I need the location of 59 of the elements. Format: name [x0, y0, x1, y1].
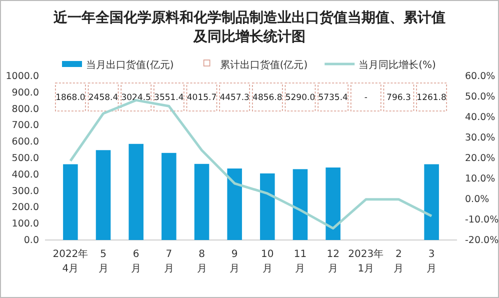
bar: [424, 164, 439, 240]
x-tick-label: 11 月: [294, 249, 307, 275]
text: 2458.4: [88, 93, 118, 103]
x-tick-label: 5 月: [98, 249, 108, 275]
x-tick-label: 10 月: [261, 249, 274, 275]
y-tick-label: 800.0: [12, 104, 39, 115]
x-tick-label: 12 月: [326, 249, 340, 275]
bar: [260, 173, 275, 240]
line-series: [69, 98, 433, 230]
y-tick-label: 0.0: [24, 235, 39, 246]
bar: [227, 168, 242, 240]
chart-title: 近一年全国化学原料和化学制品制造业出口货值当期值、累计值及同比增长统计图: [52, 9, 446, 45]
x-tick-label: 2 月: [394, 249, 404, 275]
y2-tick-label: 60.0%: [465, 71, 496, 82]
text: 4457.3: [220, 93, 250, 103]
y-tick-label: 700.0: [12, 120, 39, 132]
x-tick-label: 3 月: [426, 249, 437, 275]
legend-label: 当月出口货值(亿元): [86, 59, 174, 71]
x-tick-label: 2022年 4月: [52, 248, 88, 275]
bar: [128, 144, 144, 240]
text: -: [364, 93, 368, 103]
bar: [96, 150, 111, 240]
y-tick-label: 500.0: [12, 153, 39, 164]
text: 4015.7: [186, 93, 217, 103]
bar: [194, 164, 210, 240]
y2-tick-label: 30.0%: [465, 132, 496, 144]
y2-tick-label: 40.0%: [465, 112, 496, 124]
legend-label: 累计出口货值(亿元): [220, 59, 308, 71]
y-tick-label: 200.0: [12, 202, 39, 214]
y-tick-label: 400.0: [12, 169, 39, 180]
x-tick-label: 9 月: [230, 249, 240, 275]
y2-tick-label: 0.0%: [465, 194, 490, 206]
y2-tick-label: 20.0%: [465, 153, 496, 164]
y-tick-label: 1000.0: [6, 71, 39, 82]
y2-tick-label: -10.0%: [465, 214, 499, 226]
y2-tick-label: 10.0%: [465, 174, 496, 185]
legend-label: 当月同比增长(%): [358, 59, 436, 71]
text: 3024.5: [121, 93, 151, 103]
x-tick-label: 7 月: [164, 249, 174, 275]
bar: [292, 169, 308, 240]
text: 1261.8: [416, 93, 446, 103]
bar: [326, 168, 340, 240]
x-tick-label: 6 月: [131, 249, 142, 275]
y-tick-label: 100.0: [12, 218, 39, 230]
y-tick-label: 600.0: [12, 136, 39, 148]
text: 5290.0: [285, 93, 316, 103]
x-tick-label: 8 月: [196, 249, 207, 275]
bar: [162, 152, 176, 240]
text: 4856.8: [252, 93, 282, 103]
y-tick-label: 900.0: [12, 87, 39, 98]
x-tick-label: 2023年 1月: [348, 248, 384, 275]
y2-tick-label: -20.0%: [465, 235, 499, 246]
text: 796.3: [386, 93, 411, 103]
text: 1868.0: [56, 93, 86, 103]
bar: [63, 164, 78, 240]
text: 5735.4: [318, 93, 348, 103]
text: 3551.4: [154, 93, 184, 103]
y2-tick-label: 50.0%: [465, 92, 496, 103]
y-tick-label: 300.0: [12, 186, 39, 197]
